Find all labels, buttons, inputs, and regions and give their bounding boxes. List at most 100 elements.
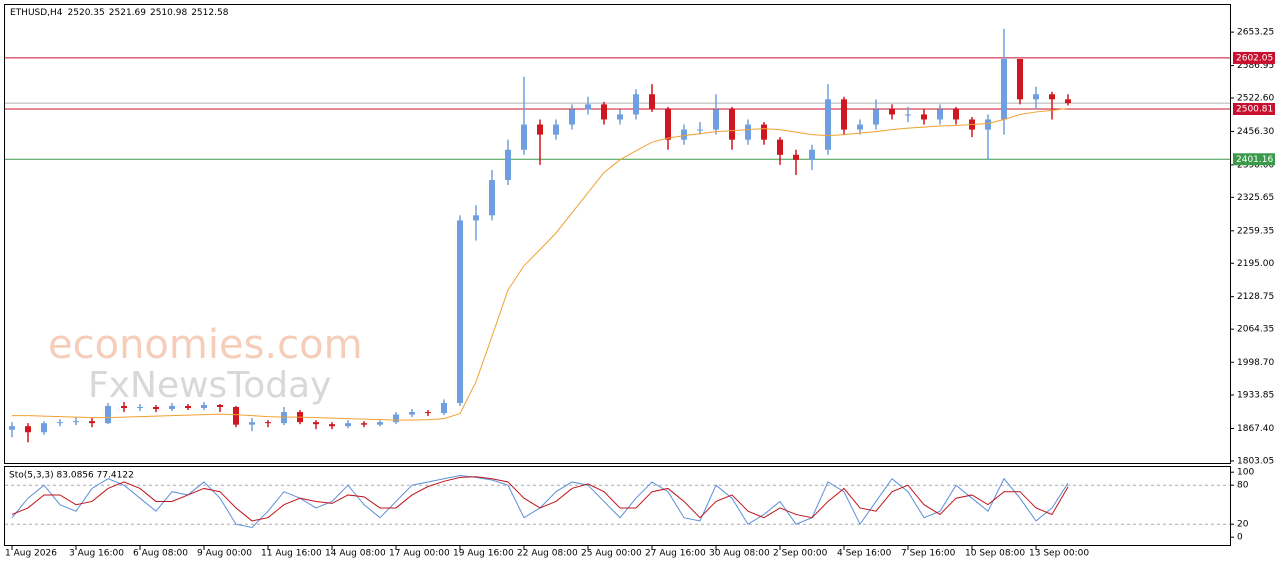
x-tick-label: 22 Aug 08:00 — [517, 549, 578, 559]
x-tick-label: 4 Sep 16:00 — [837, 549, 892, 559]
header-close: 2512.58 — [191, 8, 228, 18]
level-label: 2401.16 — [1236, 155, 1273, 165]
candle-body — [921, 114, 927, 120]
candle-body — [889, 109, 895, 115]
candle-body — [841, 99, 847, 130]
candle-body — [249, 422, 255, 425]
candle-body — [425, 412, 431, 414]
candle-body — [185, 406, 191, 409]
candle-body — [601, 104, 607, 120]
candle-body — [361, 423, 367, 425]
y-tick-label: 2064.35 — [1237, 325, 1274, 335]
candle-body — [345, 423, 351, 427]
candle-body — [137, 407, 143, 409]
y-tick-label: 100 — [1237, 468, 1254, 478]
x-tick-label: 19 Aug 16:00 — [453, 549, 514, 559]
candle-body — [793, 154, 799, 160]
candle-body — [745, 124, 751, 140]
candle-body — [761, 124, 767, 140]
main-panel — [4, 4, 1231, 464]
x-tick-label: 14 Aug 08:00 — [325, 549, 386, 559]
x-tick-label: 13 Sep 00:00 — [1029, 549, 1089, 559]
candle-body — [457, 220, 463, 403]
level-tag — [1233, 51, 1275, 64]
candle-body — [697, 129, 703, 131]
x-tick-label: 2 Sep 00:00 — [773, 549, 828, 559]
indicator-panel — [4, 466, 1231, 546]
candle-body — [1065, 99, 1071, 104]
level-tag — [1233, 153, 1275, 166]
level-tag — [1233, 103, 1275, 116]
candle-body — [1017, 58, 1023, 100]
candle-body — [105, 406, 111, 424]
candle-body — [313, 422, 319, 425]
chart-header: ETHUSD,H4 2520.35 2521.69 2510.98 2512.58 — [10, 8, 229, 18]
candle-body — [25, 426, 31, 433]
indicator-label: Sto(5,3,3) 83.0856 77.4122 — [9, 471, 134, 481]
x-tick-label: 9 Aug 00:00 — [197, 549, 252, 559]
x-tick-label: 27 Aug 16:00 — [645, 549, 706, 559]
candle-body — [777, 139, 783, 155]
y-tick-label: 1803.05 — [1237, 456, 1274, 466]
candle-body — [9, 426, 15, 430]
candle-body — [1001, 58, 1007, 120]
candle-body — [169, 406, 175, 410]
candle-body — [201, 404, 207, 409]
candle-body — [537, 124, 543, 135]
x-tick-label: 1 Aug 2026 — [5, 549, 57, 559]
watermark: FxNewsToday — [88, 365, 331, 406]
candle-body — [393, 414, 399, 423]
candle-body — [41, 423, 47, 433]
x-tick-label: 30 Aug 08:00 — [709, 549, 770, 559]
y-tick-label: 2586.95 — [1237, 61, 1274, 71]
candle-body — [73, 421, 79, 423]
level-label: 2500.81 — [1236, 105, 1273, 115]
candle-body — [729, 109, 735, 140]
x-tick-label: 10 Sep 08:00 — [965, 549, 1025, 559]
header-high: 2521.69 — [109, 8, 146, 18]
y-tick-label: 1933.85 — [1237, 390, 1274, 400]
level-label: 2602.05 — [1236, 53, 1273, 63]
header-open: 2520.35 — [68, 8, 105, 18]
x-tick-label: 25 Aug 00:00 — [581, 549, 642, 559]
y-tick-label: 2259.35 — [1237, 226, 1274, 236]
y-tick-label: 0 — [1237, 533, 1243, 543]
x-tick-label: 11 Aug 16:00 — [261, 549, 322, 559]
candle-body — [905, 114, 911, 116]
candle-body — [569, 109, 575, 125]
stochastic-line — [11, 476, 1069, 522]
candle-body — [153, 407, 159, 410]
symbol: ETHUSD,H4 — [10, 8, 63, 18]
candle-body — [937, 109, 943, 120]
x-tick-label: 3 Aug 16:00 — [69, 549, 124, 559]
candle-body — [441, 402, 447, 414]
header-low: 2510.98 — [150, 8, 187, 18]
candle-body — [217, 404, 223, 408]
candle-body — [1033, 94, 1039, 100]
candle-body — [953, 109, 959, 120]
x-tick-label: 7 Sep 16:00 — [901, 549, 956, 559]
candle-body — [409, 412, 415, 415]
candle-body — [521, 124, 527, 150]
candle-body — [873, 109, 879, 125]
candle-body — [377, 422, 383, 425]
y-tick-label: 2390.00 — [1237, 160, 1274, 170]
candle-body — [649, 94, 655, 110]
candle-body — [233, 407, 239, 425]
candle-body — [57, 422, 63, 424]
candle-body — [505, 149, 511, 181]
x-tick-label: 6 Aug 08:00 — [133, 549, 188, 559]
candle-body — [121, 406, 127, 409]
candle-body — [617, 114, 623, 120]
y-tick-label: 2128.75 — [1237, 292, 1274, 302]
moving-average — [12, 107, 1069, 421]
candle-body — [985, 119, 991, 130]
x-tick-label: 17 Aug 00:00 — [389, 549, 450, 559]
y-tick-label: 1998.70 — [1237, 358, 1274, 368]
candle-body — [473, 215, 479, 221]
candle-body — [633, 94, 639, 115]
candle-body — [585, 104, 591, 110]
candle-body — [329, 424, 335, 427]
y-tick-label: 2325.65 — [1237, 193, 1274, 203]
